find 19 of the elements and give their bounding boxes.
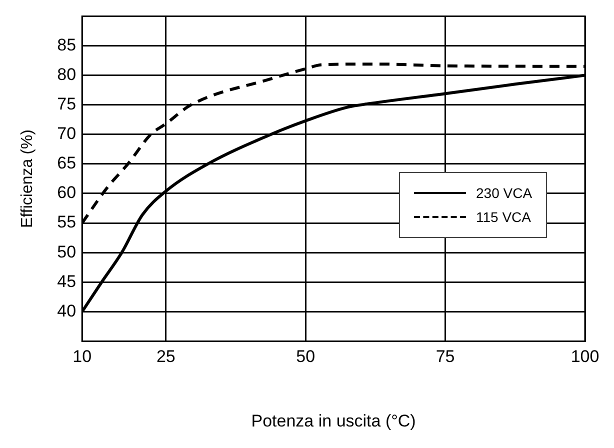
y-tick-label: 75 [57, 94, 76, 114]
y-axis-title: Efficienza (%) [19, 129, 36, 228]
y-tick-label: 40 [57, 301, 76, 320]
x-axis-title: Potenza in uscita (°C) [251, 411, 416, 430]
y-tick-label: 45 [57, 272, 76, 291]
x-tick-label: 25 [156, 347, 176, 366]
y-tick-label: 60 [57, 183, 76, 202]
y-tick-label: 70 [57, 124, 76, 144]
x-tick-label: 50 [296, 347, 316, 366]
y-tick-label: 80 [57, 64, 76, 84]
y-tick-label: 55 [57, 212, 76, 232]
y-tick-label: 50 [57, 242, 76, 262]
legend-label: 115 VCA [476, 208, 531, 225]
y-tick-label: 85 [57, 35, 76, 54]
x-tick-label: 10 [72, 347, 92, 366]
x-tick-label: 75 [436, 347, 455, 366]
x-tick-label: 100 [570, 347, 600, 366]
legend-label: 230 VCA [476, 184, 532, 201]
y-tick-label: 65 [57, 154, 76, 173]
